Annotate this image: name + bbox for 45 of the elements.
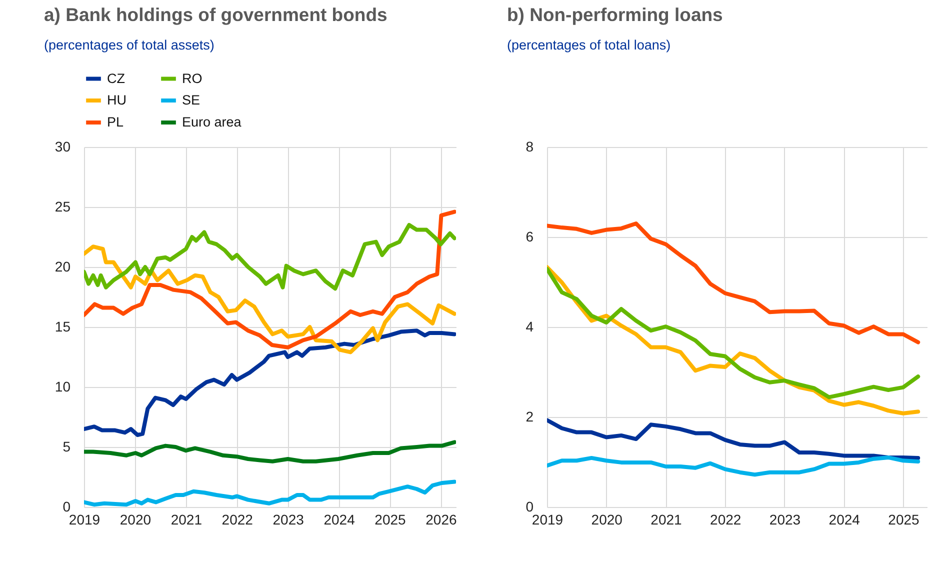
y-tick-label: 25	[54, 198, 71, 214]
legend-label: SE	[182, 92, 200, 108]
x-tick-label: 2022	[710, 512, 742, 528]
y-tick-label: 0	[526, 498, 534, 514]
x-tick-label: 2021	[170, 512, 202, 528]
chart-title: a) Bank holdings of government bonds	[44, 4, 388, 25]
x-tick-label: 2025	[374, 512, 406, 528]
chart-subtitle: (percentages of total assets)	[44, 38, 214, 52]
x-tick-label: 2020	[591, 512, 623, 528]
y-tick-label: 5	[62, 438, 71, 454]
line-series	[84, 244, 456, 354]
y-tick-label: 8	[526, 138, 534, 154]
line-series	[547, 222, 920, 344]
chart-title: b) Non-performing loans	[507, 4, 723, 25]
y-tick-label: 10	[54, 378, 71, 394]
legend-label: HU	[107, 92, 126, 108]
y-tick-label: 20	[54, 258, 71, 274]
x-tick-label: 2024	[828, 512, 860, 528]
y-tick-label: 30	[54, 138, 71, 154]
y-tick-label: 6	[526, 228, 534, 244]
x-tick-label: 2021	[650, 512, 682, 528]
x-tick-label: 2023	[272, 512, 304, 528]
x-tick-label: 2026	[426, 512, 457, 528]
x-tick-label: 2020	[120, 512, 152, 528]
x-tick-label: 2024	[324, 512, 356, 528]
line-series	[84, 210, 456, 350]
legend-label: PL	[107, 114, 124, 130]
legend-label: RO	[182, 70, 202, 86]
line-series	[84, 223, 456, 291]
chart-subtitle: (percentages of total loans)	[507, 38, 671, 52]
line-series	[547, 456, 920, 477]
x-tick-label: 2022	[222, 512, 254, 528]
x-tick-label: 2023	[769, 512, 801, 528]
line-series	[84, 328, 456, 437]
x-tick-label: 2019	[68, 512, 100, 528]
y-tick-label: 2	[526, 408, 534, 424]
x-tick-label: 2019	[532, 512, 564, 528]
line-series	[547, 418, 920, 460]
line-series	[84, 440, 456, 464]
y-tick-label: 4	[526, 318, 534, 334]
x-tick-label: 2025	[888, 512, 920, 528]
legend-label: CZ	[107, 70, 125, 86]
legend-label: Euro area	[182, 114, 242, 130]
y-tick-label: 0	[62, 498, 71, 514]
y-tick-label: 15	[54, 318, 71, 334]
